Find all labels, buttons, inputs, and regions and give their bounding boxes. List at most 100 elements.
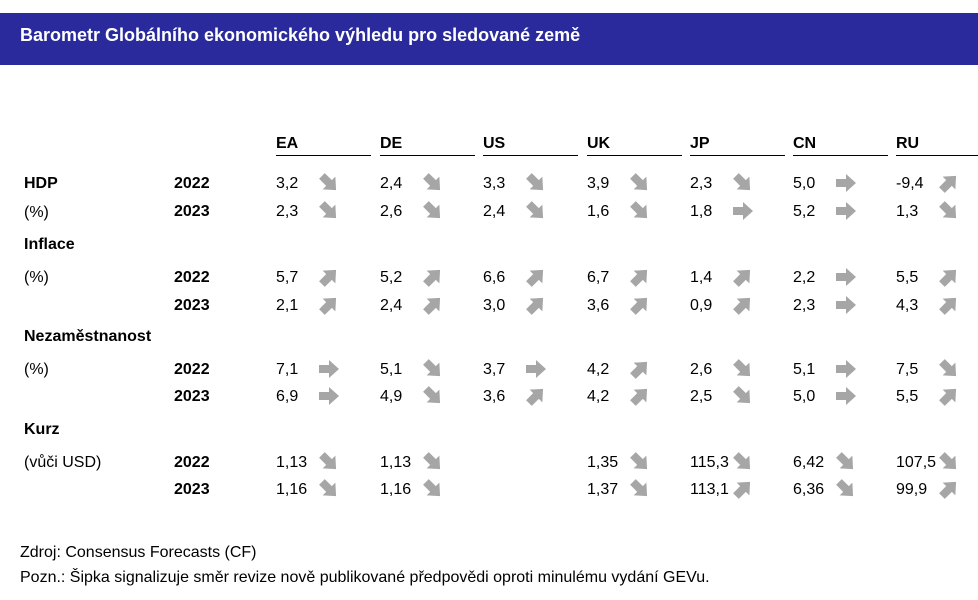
section-unit: (%) [24,269,49,286]
cell-value: 5,5 [896,388,919,405]
arrow-up-icon [938,172,960,194]
arrow-down-icon [422,200,444,222]
arrow-down-icon [318,478,340,500]
section-unit: (%) [24,361,49,378]
arrow-up-icon [525,294,547,316]
arrow-down-icon [422,478,444,500]
row-year: 2023 [174,388,210,405]
footnote: Pozn.: Šipka signalizuje směr revize nov… [20,569,710,586]
arrow-down-icon [629,451,651,473]
cell-value: 2,4 [380,297,403,314]
cell-value: 1,16 [276,481,308,498]
cell-value: -9,4 [896,175,924,192]
column-header-de: DE [380,135,475,156]
cell-value: 7,1 [276,361,299,378]
cell-value: 2,3 [793,297,816,314]
cell-value: 6,36 [793,481,825,498]
column-header-jp: JP [690,135,785,156]
column-header-uk: UK [587,135,682,156]
arrow-up-icon [732,294,754,316]
section-label: Inflace [24,236,75,253]
column-header-ea: EA [276,135,371,156]
arrow-down-icon [732,358,754,380]
column-header-ru: RU [896,135,978,156]
arrow-up-icon [732,266,754,288]
cell-value: 1,16 [380,481,412,498]
cell-value: 5,7 [276,269,299,286]
cell-value: 3,0 [483,297,506,314]
arrow-up-icon [422,266,444,288]
cell-value: 5,0 [793,175,816,192]
arrow-down-icon [422,358,444,380]
arrow-down-icon [835,451,857,473]
cell-value: 115,3 [690,454,729,471]
cell-value: 5,0 [793,388,816,405]
cell-value: 2,2 [793,269,816,286]
title-bar: Barometr Globálního ekonomického výhledu… [0,13,978,65]
arrow-up-icon [318,294,340,316]
arrow-down-icon [318,200,340,222]
arrow-up-icon [318,266,340,288]
cell-value: 1,6 [587,203,610,220]
arrow-right-icon [835,385,857,407]
cell-value: 2,6 [690,361,713,378]
cell-value: 3,6 [483,388,506,405]
cell-value: 6,7 [587,269,610,286]
row-year: 2022 [174,269,210,286]
arrow-down-icon [835,478,857,500]
arrow-down-icon [422,385,444,407]
cell-value: 4,2 [587,361,610,378]
cell-value: 4,3 [896,297,919,314]
arrow-up-icon [938,385,960,407]
section-unit: (vůči USD) [24,454,102,471]
cell-value: 2,1 [276,297,299,314]
arrow-up-icon [629,266,651,288]
arrow-up-icon [938,294,960,316]
column-header-us: US [483,135,578,156]
row-year: 2022 [174,454,210,471]
cell-value: 5,2 [380,269,403,286]
arrow-right-icon [835,294,857,316]
arrow-down-icon [525,200,547,222]
cell-value: 1,13 [380,454,412,471]
arrow-right-icon [732,200,754,222]
arrow-down-icon [629,172,651,194]
arrow-up-icon [732,478,754,500]
source-note: Zdroj: Consensus Forecasts (CF) [20,544,257,561]
arrow-right-icon [835,266,857,288]
arrow-down-icon [732,385,754,407]
arrow-right-icon [525,358,547,380]
arrow-up-icon [629,358,651,380]
cell-value: 5,1 [380,361,403,378]
cell-value: 1,3 [896,203,919,220]
cell-value: 2,4 [380,175,403,192]
cell-value: 3,7 [483,361,506,378]
section-unit: (%) [24,204,49,221]
row-year: 2023 [174,203,210,220]
arrow-right-icon [318,358,340,380]
page-title: Barometr Globálního ekonomického výhledu… [20,25,581,45]
cell-value: 5,5 [896,269,919,286]
arrow-up-icon [525,385,547,407]
cell-value: 6,6 [483,269,506,286]
arrow-up-icon [938,478,960,500]
arrow-down-icon [938,200,960,222]
row-year: 2022 [174,175,210,192]
cell-value: 4,2 [587,388,610,405]
arrow-up-icon [422,294,444,316]
row-year: 2022 [174,361,210,378]
row-year: 2023 [174,481,210,498]
arrow-down-icon [629,478,651,500]
cell-value: 2,3 [690,175,713,192]
cell-value: 99,9 [896,481,928,498]
cell-value: 2,6 [380,203,403,220]
arrow-right-icon [318,385,340,407]
column-header-cn: CN [793,135,888,156]
arrow-down-icon [732,172,754,194]
cell-value: 1,8 [690,203,713,220]
cell-value: 4,9 [380,388,403,405]
arrow-down-icon [629,200,651,222]
cell-value: 7,5 [896,361,919,378]
row-year: 2023 [174,297,210,314]
cell-value: 2,3 [276,203,299,220]
